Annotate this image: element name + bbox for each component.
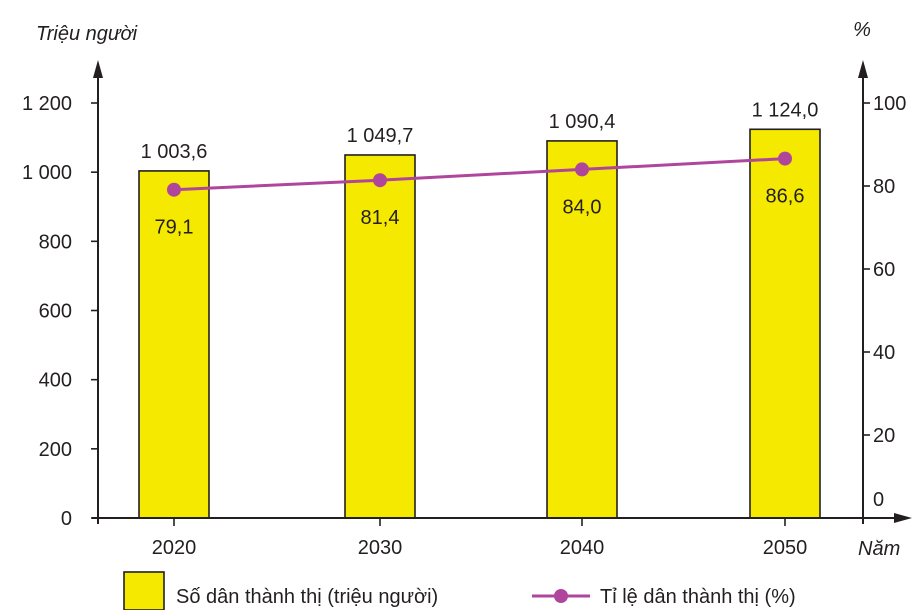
legend-line-label: Tỉ lệ dân thành thị (%) (600, 586, 796, 608)
x-axis-title: Năm (858, 538, 900, 560)
bar-2050[interactable] (749, 128, 821, 519)
line-value-label-2040: 84,0 (563, 196, 602, 218)
legend-bar-swatch (123, 571, 165, 611)
y-left-tick-label: 600 (39, 301, 72, 323)
y-left-tick-label: 1 000 (22, 162, 72, 184)
y-axis-right-title: % (853, 19, 871, 41)
line-value-label-2050: 86,6 (766, 186, 805, 208)
x-tick-label-2050: 2050 (763, 537, 808, 559)
y-left-tick-label: 0 (61, 508, 72, 530)
y-right-tick-label: 20 (873, 425, 895, 447)
bar-value-label-2040: 1 090,4 (549, 111, 616, 133)
y-right-tick-label: 100 (873, 93, 906, 115)
line-point-2030[interactable] (373, 173, 387, 188)
bar-2040[interactable] (546, 140, 618, 519)
bar-value-label-2020: 1 003,6 (141, 141, 208, 163)
y-right-tick-label: 80 (873, 176, 895, 198)
x-axis-arrow-icon (894, 513, 912, 523)
x-tick-label-2030: 2030 (358, 537, 403, 559)
x-tick-label-2040: 2040 (560, 537, 605, 559)
bar-value-label-2050: 1 124,0 (752, 99, 819, 121)
y-right-tick-label: 0 (873, 489, 884, 511)
bar-2020[interactable] (138, 170, 210, 519)
bar-2030[interactable] (344, 154, 416, 519)
legend-bar-label: Số dân thành thị (triệu người) (176, 586, 438, 608)
line-series-path (173, 157, 786, 192)
line-value-label-2030: 81,4 (361, 207, 400, 229)
y-axis-left-arrow-icon (93, 60, 103, 78)
y-right-tick-label: 60 (873, 259, 895, 281)
y-axis-left-title: Triệu người (36, 23, 138, 45)
line-point-2040[interactable] (575, 162, 589, 177)
y-left-tick-label: 1 200 (22, 93, 72, 115)
line-point-2050[interactable] (778, 151, 792, 166)
x-tick-label-2020: 2020 (152, 537, 197, 559)
line-point-2020[interactable] (167, 182, 181, 197)
line-value-label-2020: 79,1 (155, 217, 194, 239)
y-left-tick-label: 400 (39, 370, 72, 392)
legend-line-marker-icon (554, 589, 568, 603)
y-left-tick-label: 200 (39, 439, 72, 461)
y-right-tick-label: 40 (873, 342, 895, 364)
y-left-tick-label: 800 (39, 231, 72, 253)
bar-value-label-2030: 1 049,7 (347, 125, 414, 147)
y-axis-right-arrow-icon (858, 60, 868, 78)
